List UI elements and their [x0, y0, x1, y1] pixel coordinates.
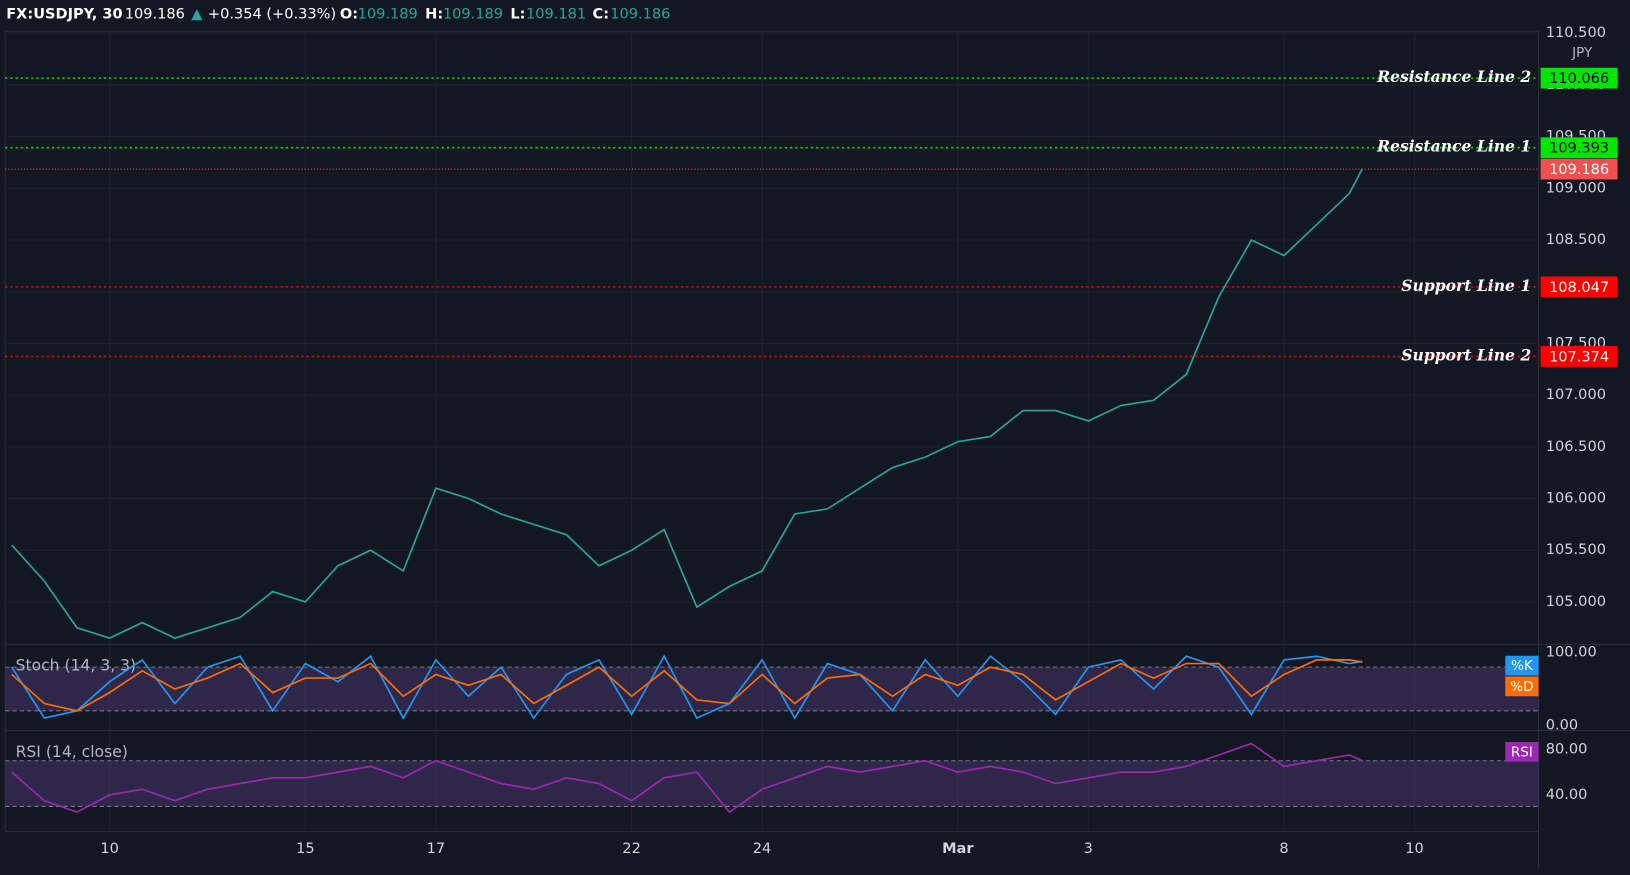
y-tick-label: 110.500 — [1546, 24, 1606, 41]
ohlc-label: L: — [510, 6, 525, 23]
y-tick-label: 107.000 — [1546, 386, 1606, 403]
ohlc-label: H: — [425, 6, 443, 23]
y-tick-label: 0.00 — [1546, 716, 1578, 733]
x-tick-label: 24 — [753, 840, 772, 857]
legend-badge — [1505, 741, 1539, 762]
ohlc-label: C: — [593, 6, 610, 23]
symbol: FX:USDJPY, 30 — [6, 6, 122, 23]
legend-label: RSI — [1511, 744, 1533, 760]
ohlc-value: 109.189 — [358, 6, 418, 23]
level-label: Resistance Line 1 — [1376, 137, 1531, 156]
level-badge-value: 110.066 — [1549, 70, 1609, 87]
price: 109.186 — [125, 6, 185, 23]
y-tick-label: 108.500 — [1546, 231, 1606, 248]
level-badge — [1540, 67, 1618, 89]
y-tick-label: 109.000 — [1546, 179, 1606, 196]
legend-label: %K — [1511, 658, 1534, 674]
x-tick-label: 15 — [296, 840, 315, 857]
price-badge — [1540, 158, 1618, 180]
band-fill — [5, 667, 1539, 711]
x-tick-label: 3 — [1084, 840, 1093, 857]
legend-label: %D — [1510, 679, 1533, 695]
legend-badge — [1505, 676, 1539, 697]
series-line — [11, 168, 1364, 639]
band-fill — [5, 760, 1539, 807]
level-badge — [1540, 276, 1618, 298]
arrow: ▲ — [191, 6, 203, 23]
y-tick-label: 105.000 — [1546, 593, 1606, 610]
currency: JPY — [1571, 45, 1593, 61]
x-tick-label: Mar — [942, 840, 974, 857]
legend-badge — [1505, 655, 1539, 676]
y-tick-label: 80.00 — [1546, 740, 1588, 757]
x-tick-label: 10 — [100, 840, 119, 857]
y-tick-label: 106.500 — [1546, 438, 1606, 455]
level-badge-value: 109.393 — [1549, 140, 1609, 157]
level-label: Support Line 2 — [1401, 345, 1531, 364]
y-tick-label: 105.500 — [1546, 541, 1606, 558]
level-badge-value: 108.047 — [1549, 279, 1609, 296]
pane-title: RSI (14, close) — [16, 743, 128, 761]
level-label: Resistance Line 2 — [1376, 67, 1531, 86]
ohlc-label: O: — [340, 6, 358, 23]
level-badge-value: 107.374 — [1549, 348, 1609, 365]
price-badge-value: 109.186 — [1549, 161, 1609, 178]
level-badge — [1540, 346, 1618, 367]
level-label: Support Line 1 — [1401, 276, 1531, 295]
y-tick-label: 106.000 — [1546, 490, 1606, 507]
x-tick-label: 10 — [1405, 840, 1424, 857]
x-tick-label: 17 — [427, 840, 446, 857]
series-line — [11, 659, 1363, 712]
ohlc-value: 109.181 — [526, 6, 586, 23]
series-line — [11, 742, 1363, 814]
change: +0.354 (+0.33%) — [208, 6, 336, 23]
pane-title: Stoch (14, 3, 3) — [16, 657, 137, 675]
x-tick-label: 8 — [1279, 840, 1288, 857]
y-tick-label: 100.00 — [1546, 644, 1597, 661]
x-tick-label: 22 — [622, 840, 641, 857]
series-line — [11, 654, 1363, 720]
level-badge — [1540, 137, 1618, 159]
y-tick-label: 40.00 — [1546, 786, 1588, 803]
ohlc-value: 109.186 — [610, 6, 670, 23]
ohlc-value: 109.189 — [443, 6, 503, 23]
